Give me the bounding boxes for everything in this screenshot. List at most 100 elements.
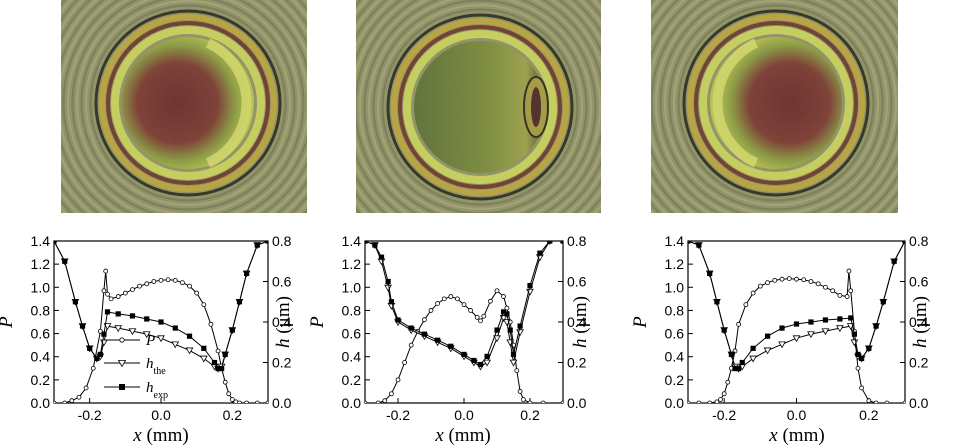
data-point <box>757 283 763 289</box>
data-point <box>408 342 414 348</box>
y-tick-label-left: 0.2 <box>31 372 51 388</box>
data-point <box>815 281 821 287</box>
x-tick-label: 0.0 <box>787 407 807 423</box>
data-point <box>187 283 192 289</box>
data-point <box>477 361 484 368</box>
data-point <box>226 391 232 397</box>
data-point <box>208 321 214 327</box>
data-point <box>157 335 165 343</box>
y-tick-label-left: 0.6 <box>342 326 362 342</box>
data-point <box>448 294 454 299</box>
data-point <box>714 299 720 305</box>
data-point <box>62 400 68 403</box>
data-point <box>137 283 143 289</box>
data-point <box>866 345 872 351</box>
data-point <box>493 335 501 343</box>
y-tick-label-left: 0.4 <box>665 349 685 365</box>
y-tick-label-left: 0.8 <box>342 302 362 318</box>
data-point <box>388 391 394 397</box>
data-point <box>855 351 861 357</box>
y-tick-label-right: 0.0 <box>272 395 292 411</box>
y-tick-label-left: 1.4 <box>665 233 685 249</box>
y-tick-label-left: 0.4 <box>31 349 51 365</box>
series-line <box>54 241 268 370</box>
data-point <box>101 288 107 294</box>
data-point <box>750 345 756 351</box>
legend-item: P <box>104 333 155 349</box>
data-point <box>83 385 89 391</box>
data-point <box>461 302 467 308</box>
data-point <box>90 365 96 371</box>
y-tick-label-left: 1.0 <box>342 279 362 295</box>
data-point <box>172 277 178 283</box>
data-point <box>494 327 500 333</box>
x-axis-label: x (mm) <box>132 425 188 446</box>
data-point <box>902 400 905 403</box>
data-point <box>855 365 861 371</box>
data-point <box>375 400 381 403</box>
data-point <box>808 279 814 284</box>
data-point <box>435 301 441 306</box>
y-tick-label-right: 0.8 <box>909 233 929 249</box>
interferogram-photo <box>61 0 307 213</box>
data-point <box>378 254 385 260</box>
data-point <box>461 351 467 357</box>
data-point <box>808 319 814 325</box>
data-point <box>165 277 171 283</box>
data-point <box>199 355 208 363</box>
data-point <box>115 294 121 299</box>
y-tick-label-right: 0.6 <box>567 274 587 290</box>
data-point <box>823 284 828 290</box>
data-point <box>851 331 857 337</box>
data-point <box>94 355 100 362</box>
data-point <box>103 268 109 274</box>
data-point <box>128 328 137 336</box>
data-point <box>441 296 447 302</box>
data-point <box>215 365 221 372</box>
data-point <box>201 302 207 308</box>
y-tick-label-left: 1.4 <box>342 233 362 249</box>
plots: -0.2 0.0 0.2 0.0 0.2 0.4 0.6 0.8 1.0 1.2 1.4 0.0 0.2… <box>0 233 931 446</box>
data-point <box>765 280 770 286</box>
data-point <box>244 400 249 403</box>
data-point <box>365 241 368 244</box>
chart-panel: -0.2 0.0 0.2 0.0 0.2 0.4 0.6 0.8 1.0 1.2 1.4 0.0 0.2… <box>307 233 591 446</box>
data-point <box>873 323 879 329</box>
data-point <box>185 347 194 355</box>
data-point <box>801 277 807 283</box>
y-tick-label-left: 0.0 <box>31 395 51 411</box>
data-point <box>428 308 434 313</box>
y-tick-label-right: 0.2 <box>567 355 587 371</box>
data-point <box>763 347 772 355</box>
x-tick-label: 0.2 <box>223 407 243 423</box>
data-point <box>222 379 228 385</box>
data-point <box>504 311 510 317</box>
legend-label: hthe <box>146 356 166 377</box>
data-point <box>395 377 401 383</box>
data-point <box>749 355 757 363</box>
data-point <box>859 355 865 362</box>
interferogram-photo <box>651 0 898 213</box>
y-axis-label-right: h (μm) <box>570 296 591 348</box>
y-axis-label-right: h (μm) <box>910 296 931 348</box>
data-point <box>408 325 414 331</box>
data-point <box>714 399 720 403</box>
data-point <box>179 280 185 286</box>
data-point <box>844 294 850 299</box>
x-tick-label: -0.2 <box>712 407 736 423</box>
data-point <box>484 353 490 360</box>
data-point <box>54 241 57 244</box>
data-point <box>236 299 243 305</box>
x-tick-label: 0.0 <box>454 407 474 423</box>
data-point <box>101 331 107 337</box>
data-point <box>384 284 392 292</box>
data-point <box>487 298 493 304</box>
y-tick-label-right: 0.2 <box>272 355 292 371</box>
data-point <box>103 323 112 331</box>
data-point <box>837 292 843 298</box>
data-point <box>265 400 268 403</box>
data-point <box>201 345 207 351</box>
data-point <box>725 379 731 385</box>
data-point <box>821 328 830 336</box>
